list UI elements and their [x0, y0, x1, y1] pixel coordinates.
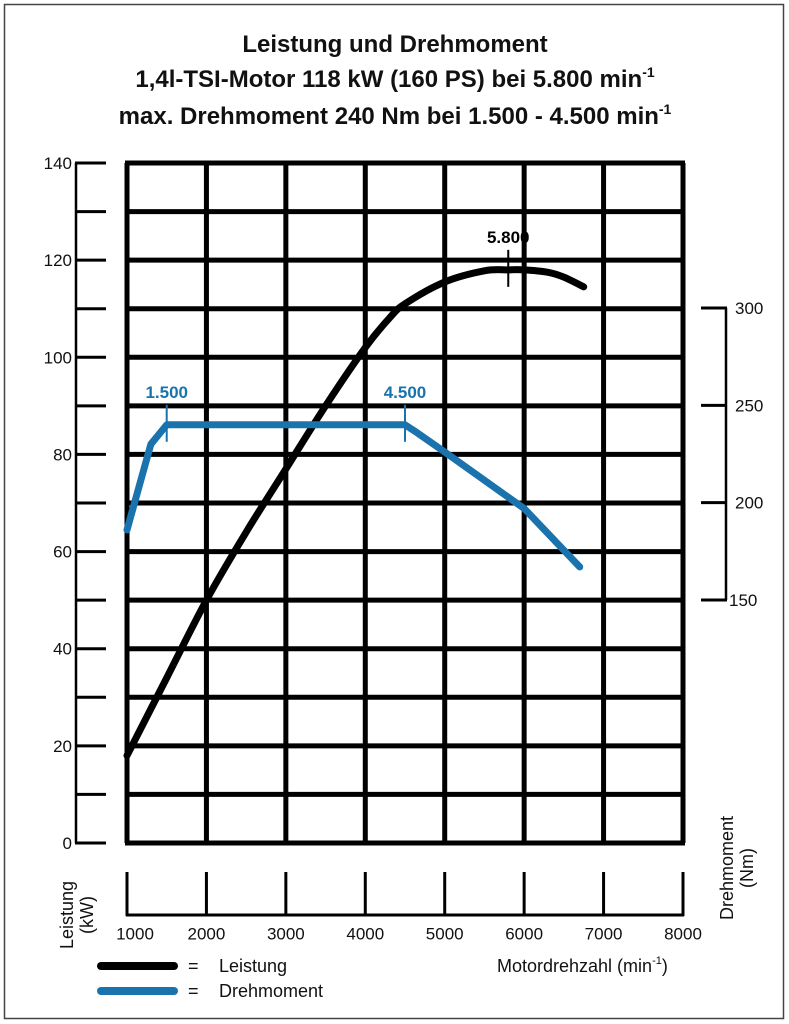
plot-grid: [124, 160, 686, 846]
x-axis: 1000 2000 3000 4000 5000 6000 7000 8000: [116, 872, 702, 944]
y-left-axis-label: Leistung(kW): [57, 881, 97, 949]
left-axis: 0 20 40 60 80 100 120 140: [44, 154, 106, 853]
chart-subtitle-1: 1,4l-TSI-Motor 118 kW (160 PS) bei 5.800…: [135, 64, 655, 93]
legend-label-leistung: Leistung: [219, 956, 287, 976]
left-axis-tick-label: 0: [63, 834, 72, 853]
left-axis-tick-label: 80: [53, 445, 72, 464]
legend-label-drehmoment: Drehmoment: [219, 981, 323, 1001]
x-axis-tick-label: 6000: [505, 925, 543, 944]
legend-symbol-leistung: =: [188, 956, 199, 976]
left-axis-tick-label: 140: [44, 154, 72, 173]
left-axis-tick-label: 120: [44, 251, 72, 270]
page-frame: [3, 3, 785, 1020]
right-axis-tick-label: 150: [729, 591, 757, 610]
chart-title: Leistung und Drehmoment: [242, 31, 547, 58]
legend-symbol-drehmoment: =: [188, 981, 199, 1001]
annotation-label: 1.500: [145, 383, 188, 402]
annotation-label: 5.800: [487, 228, 530, 247]
x-axis-tick-label: 5000: [426, 925, 464, 944]
series-line-leistung: [123, 266, 588, 760]
x-axis-tick-label: 1000: [116, 925, 154, 944]
series-layer: [123, 266, 588, 760]
annotation-label: 4.500: [384, 383, 427, 402]
right-axis-tick-label: 300: [735, 299, 763, 318]
x-axis-tick-label: 7000: [585, 925, 623, 944]
x-axis-tick-label: 3000: [267, 925, 305, 944]
x-axis-tick-label: 2000: [188, 925, 226, 944]
y-right-axis-label: Drehmoment(Nm): [717, 816, 757, 920]
left-axis-tick-label: 20: [53, 737, 72, 756]
x-axis-label: Motordrehzahl (min-1): [497, 955, 668, 976]
right-axis-tick-label: 200: [735, 494, 763, 513]
left-axis-tick-label: 100: [44, 348, 72, 367]
right-axis: 150 200 250 300: [701, 299, 763, 610]
x-axis-tick-label: 4000: [346, 925, 384, 944]
right-axis-tick-label: 250: [735, 396, 763, 415]
left-axis-tick-label: 60: [53, 543, 72, 562]
left-axis-tick-label: 40: [53, 640, 72, 659]
series-line-drehmoment: [123, 421, 584, 571]
chart-subtitle-2: max. Drehmoment 240 Nm bei 1.500 - 4.500…: [119, 101, 672, 130]
x-axis-tick-label: 8000: [664, 925, 702, 944]
legend: = Leistung = Drehmoment: [97, 956, 323, 1001]
annotations: 5.800 1.500 4.500: [145, 228, 530, 442]
